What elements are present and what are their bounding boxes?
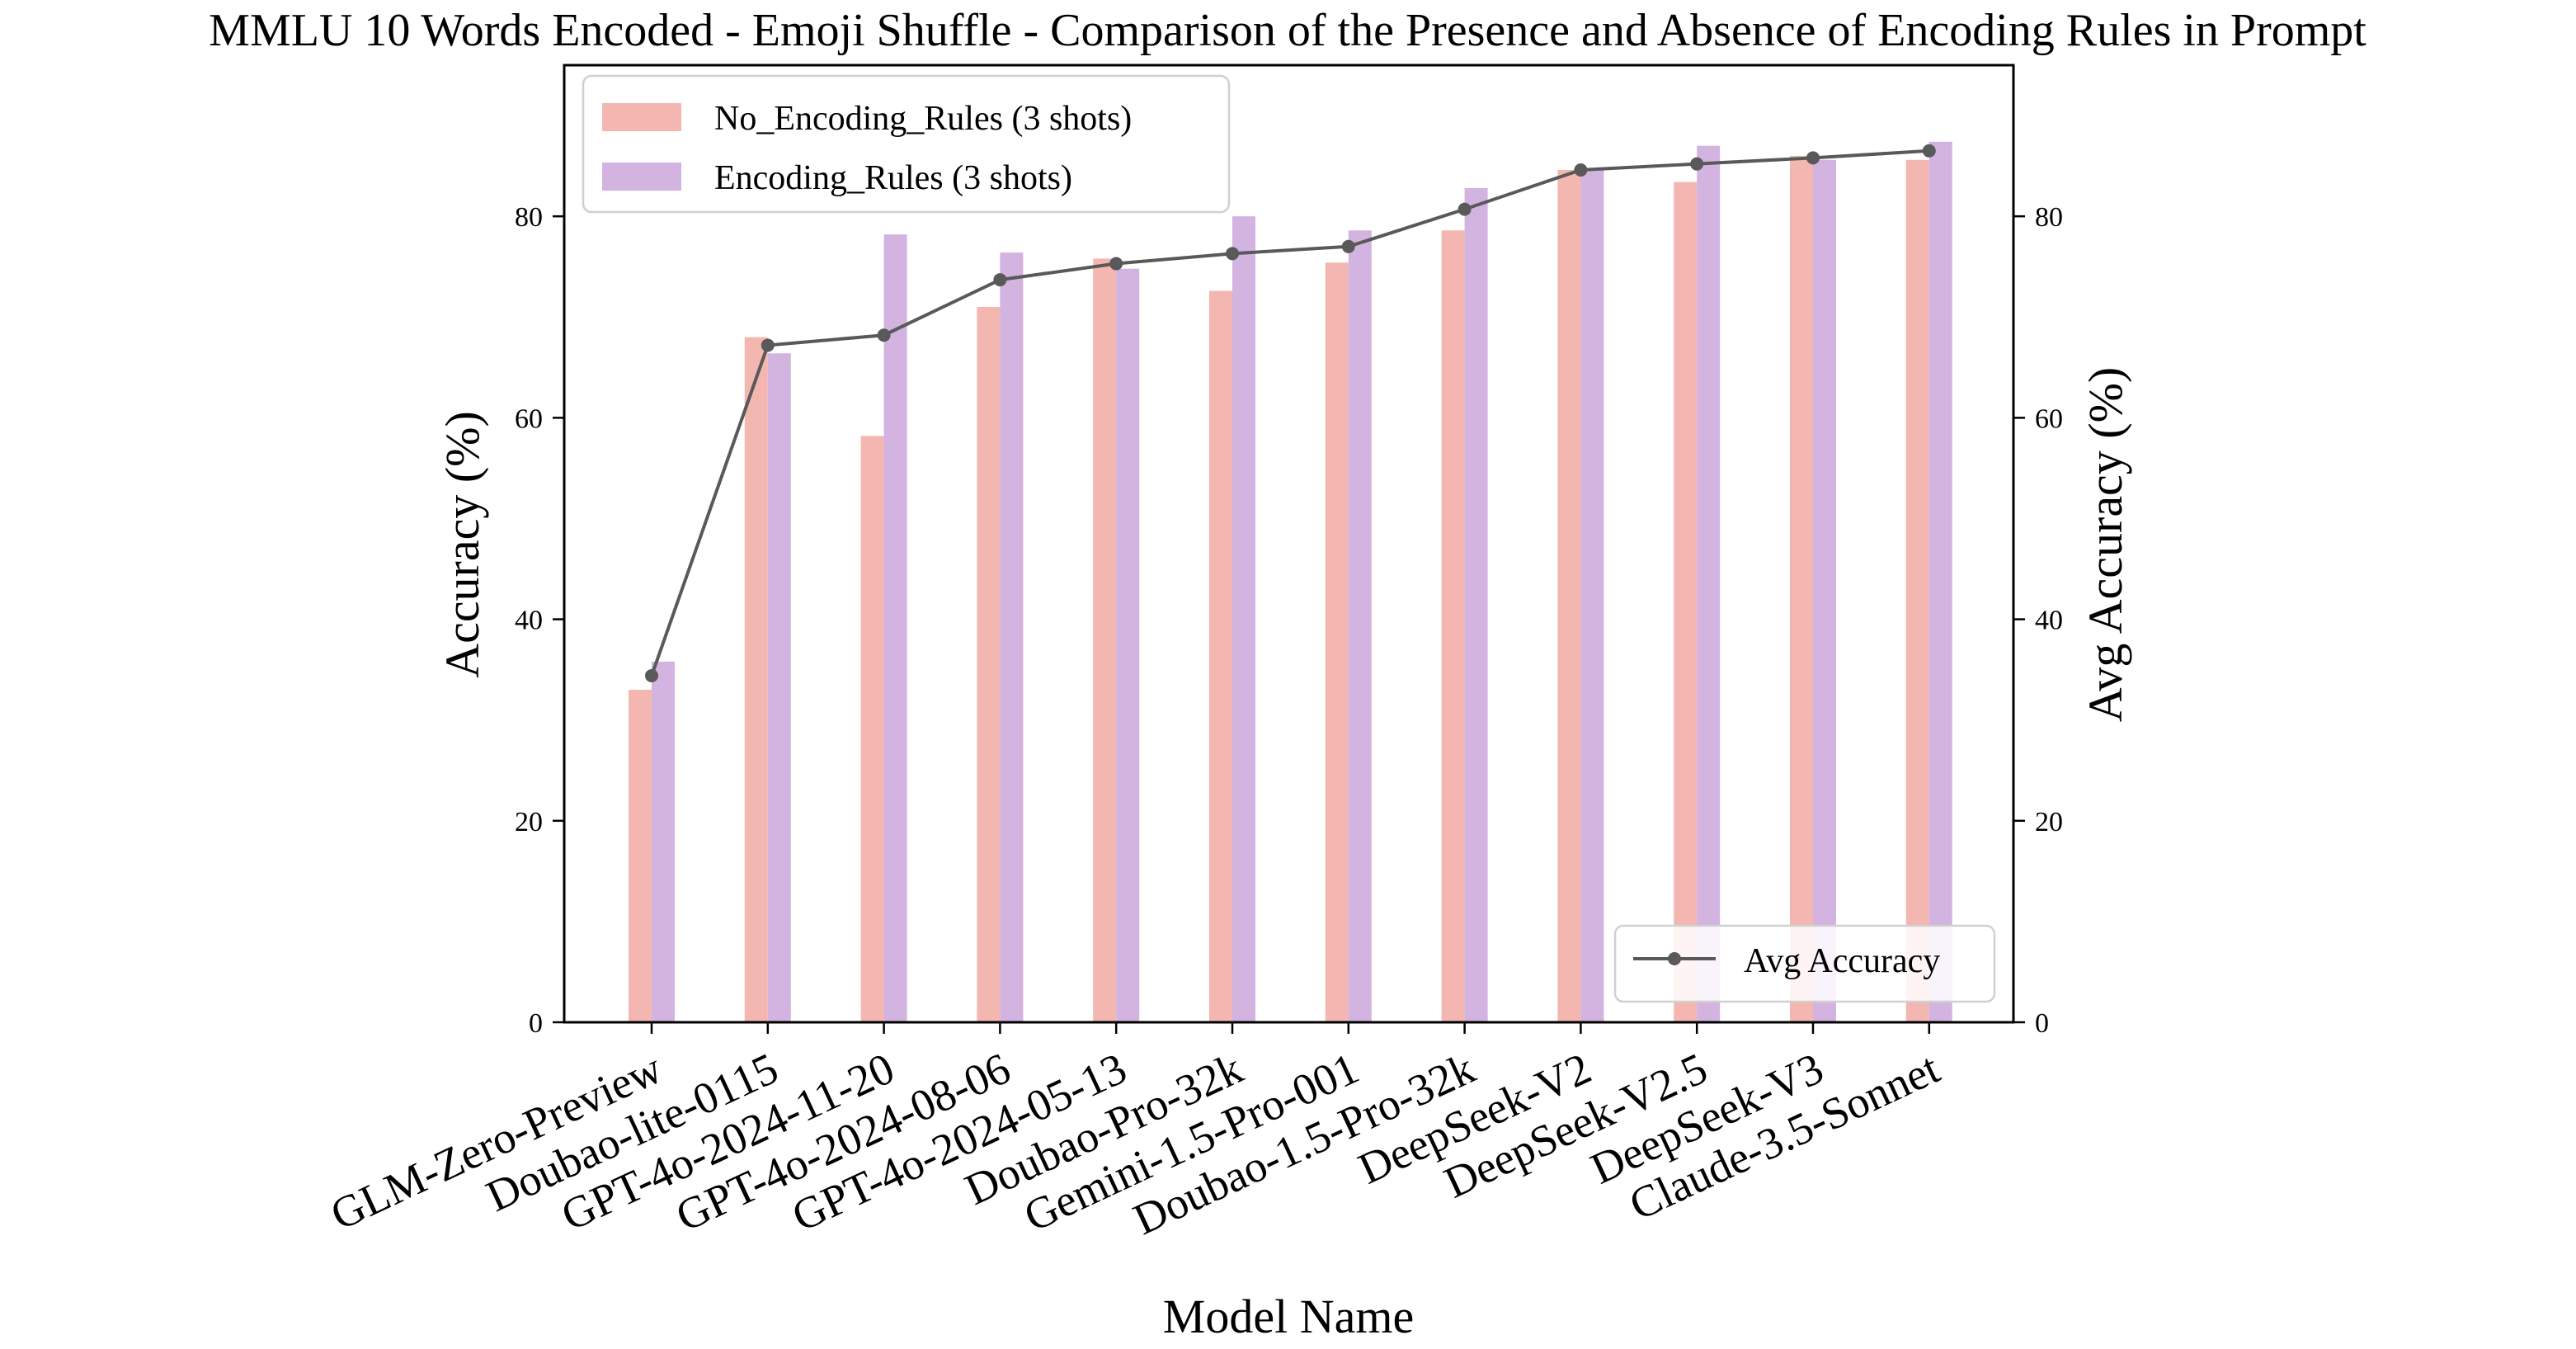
y-ticks-right: 0 20 40 60 80 xyxy=(2013,202,2063,1039)
bar-no-encoding-rules-3-shots-claude-3-5-sonnet xyxy=(1905,159,1929,1023)
legend-bars: No_Encoding_Rules (3 shots) Encoding_Rul… xyxy=(582,74,1231,214)
avg-accuracy-point-gpt-4o-2024-05-13 xyxy=(1109,257,1123,271)
y-ticks-left: 0 20 40 60 80 xyxy=(515,202,564,1039)
chart-title: MMLU 10 Words Encoded - Emoji Shuffle - … xyxy=(209,5,2366,56)
bar-no-encoding-rules-3-shots-deepseek-v3 xyxy=(1790,155,1813,1022)
legend-line-frame xyxy=(1613,924,1996,1003)
bar-no-encoding-rules-3-shots-doubao-1-5-pro-32k xyxy=(1441,230,1465,1022)
legend-label-no-encoding: No_Encoding_Rules (3 shots) xyxy=(714,100,1132,138)
bar-encoding-rules-3-shots-deepseek-v3 xyxy=(1813,159,1836,1023)
bar-no-encoding-rules-3-shots-doubao-pro-32k xyxy=(1209,290,1232,1023)
bar-encoding-rules-3-shots-gpt-4o-2024-05-13 xyxy=(1116,268,1140,1023)
avg-line-layer xyxy=(645,144,1936,682)
avg-accuracy-point-deepseek-v2 xyxy=(1574,163,1588,177)
bar-no-encoding-rules-3-shots-gpt-4o-2024-05-13 xyxy=(1093,258,1117,1022)
y-tick-label-left-20: 20 xyxy=(515,807,543,837)
avg-accuracy-point-deepseek-v2-5 xyxy=(1690,157,1704,171)
y-tick-label-right-80: 80 xyxy=(2035,202,2063,233)
y-axis-label-right: Avg Accuracy (%) xyxy=(2079,367,2132,723)
legend-swatch-no-encoding xyxy=(602,103,681,131)
bar-encoding-rules-3-shots-doubao-pro-32k xyxy=(1232,216,1255,1022)
bar-encoding-rules-3-shots-deepseek-v2-5 xyxy=(1697,145,1721,1022)
avg-accuracy-point-claude-3-5-sonnet xyxy=(1922,144,1936,158)
bars-layer xyxy=(629,141,1952,1023)
bar-no-encoding-rules-3-shots-gpt-4o-2024-11-20 xyxy=(860,436,884,1022)
avg-accuracy-point-doubao-lite-0115 xyxy=(761,338,775,352)
x-axis-label: Model Name xyxy=(1163,1290,1414,1343)
legend-line-marker xyxy=(1668,952,1681,965)
legend-line: Avg Accuracy xyxy=(1613,924,1996,1003)
x-ticks: GLM-Zero-PreviewDoubao-lite-0115GPT-4o-2… xyxy=(323,1022,1947,1244)
avg-accuracy-point-gemini-1-5-pro-001 xyxy=(1341,239,1355,253)
bar-encoding-rules-3-shots-doubao-1-5-pro-32k xyxy=(1464,187,1488,1023)
bar-encoding-rules-3-shots-glm-zero-preview xyxy=(652,661,675,1022)
bar-no-encoding-rules-3-shots-gpt-4o-2024-08-06 xyxy=(977,307,1001,1023)
y-tick-label-left-40: 40 xyxy=(515,606,543,636)
avg-accuracy-point-doubao-pro-32k xyxy=(1226,247,1239,261)
bar-encoding-rules-3-shots-doubao-lite-0115 xyxy=(767,353,791,1022)
y-tick-label-right-20: 20 xyxy=(2035,807,2063,837)
bar-no-encoding-rules-3-shots-deepseek-v2-5 xyxy=(1674,182,1698,1023)
bar-no-encoding-rules-3-shots-glm-zero-preview xyxy=(629,690,652,1022)
y-tick-label-right-40: 40 xyxy=(2035,606,2063,636)
legend-bars-frame xyxy=(582,74,1231,214)
y-tick-label-left-0: 0 xyxy=(529,1008,543,1039)
y-tick-label-left-60: 60 xyxy=(515,403,543,434)
avg-accuracy-point-gpt-4o-2024-11-20 xyxy=(877,328,891,342)
bar-no-encoding-rules-3-shots-deepseek-v2 xyxy=(1557,169,1581,1022)
bar-encoding-rules-3-shots-deepseek-v2 xyxy=(1580,169,1604,1022)
legend-label-encoding: Encoding_Rules (3 shots) xyxy=(714,159,1072,197)
bar-encoding-rules-3-shots-gemini-1-5-pro-001 xyxy=(1348,230,1372,1022)
avg-accuracy-line xyxy=(650,149,1929,677)
legend-swatch-encoding xyxy=(602,163,681,191)
plot-frame xyxy=(563,64,2015,1024)
bar-encoding-rules-3-shots-claude-3-5-sonnet xyxy=(1928,141,1952,1022)
avg-accuracy-point-deepseek-v3 xyxy=(1806,151,1820,165)
avg-accuracy-point-doubao-1-5-pro-32k xyxy=(1458,202,1472,216)
bar-encoding-rules-3-shots-gpt-4o-2024-11-20 xyxy=(883,234,907,1022)
avg-accuracy-point-glm-zero-preview xyxy=(645,668,658,682)
y-tick-label-right-60: 60 xyxy=(2035,403,2063,434)
avg-accuracy-point-gpt-4o-2024-08-06 xyxy=(993,273,1007,287)
y-axis-label: Accuracy (%) xyxy=(436,411,489,678)
bar-no-encoding-rules-3-shots-gemini-1-5-pro-001 xyxy=(1325,262,1349,1023)
y-tick-label-right-0: 0 xyxy=(2035,1008,2049,1039)
legend-label-avg: Avg Accuracy xyxy=(1744,942,1940,980)
bar-encoding-rules-3-shots-gpt-4o-2024-08-06 xyxy=(1000,252,1024,1022)
bar-no-encoding-rules-3-shots-doubao-lite-0115 xyxy=(744,337,768,1022)
y-tick-label-left-80: 80 xyxy=(515,202,543,233)
